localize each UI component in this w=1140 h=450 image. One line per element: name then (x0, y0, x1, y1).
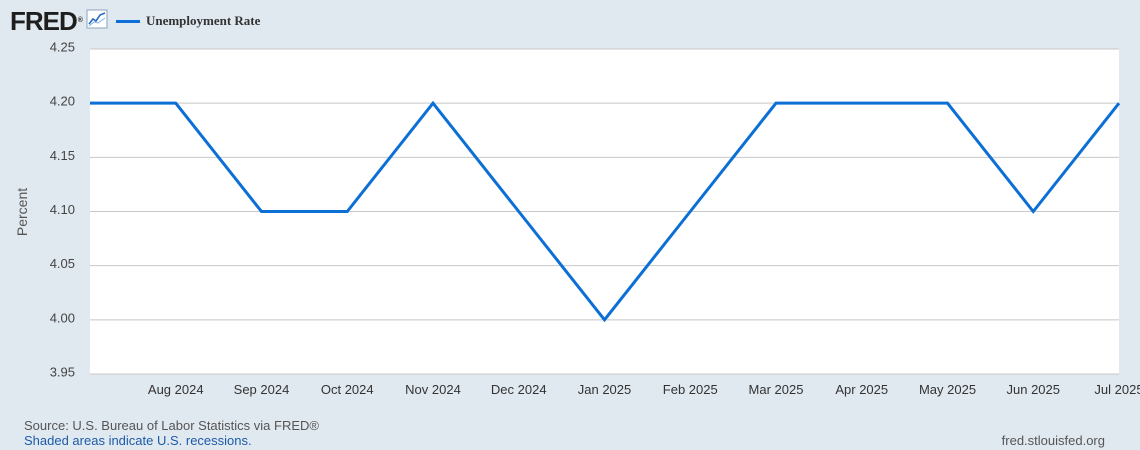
x-tick-label: Mar 2025 (749, 382, 804, 397)
y-tick-label: 4.00 (50, 310, 75, 325)
x-tick-label: Feb 2025 (663, 382, 718, 397)
legend: Unemployment Rate (115, 13, 261, 29)
x-tick-label: Apr 2025 (835, 382, 888, 397)
x-tick-label: May 2025 (919, 382, 976, 397)
fred-logo-text: FRED (10, 6, 78, 36)
y-tick-label: 4.05 (50, 256, 75, 271)
legend-label: Unemployment Rate (145, 13, 261, 28)
series-line[interactable] (90, 100, 1121, 323)
y-axis-label: Percent (14, 188, 30, 236)
site-url[interactable]: fred.stlouisfed.org (1001, 433, 1105, 448)
fred-logo[interactable]: FRED® (10, 6, 83, 36)
x-tick-label: Jul 2025 (1094, 382, 1140, 397)
source-text: Source: U.S. Bureau of Labor Statistics … (24, 418, 319, 433)
recession-note-link[interactable]: Shaded areas indicate U.S. recessions. (24, 433, 252, 448)
x-tick-label: Oct 2024 (321, 382, 374, 397)
x-tick-label: Dec 2024 (491, 382, 547, 397)
y-tick-labels: 3.95 4.00 4.05 4.10 4.15 4.20 4.25 (50, 39, 75, 379)
series-group (90, 100, 1121, 323)
x-tick-labels: Aug 2024 Sep 2024 Oct 2024 Nov 2024 Dec 2024… (148, 382, 1140, 397)
x-tick-label: Jan 2025 (578, 382, 632, 397)
x-tick-label: Jun 2025 (1007, 382, 1061, 397)
legend-swatch (115, 19, 140, 23)
header: FRED® Unemployment Rate (10, 6, 260, 36)
y-tick-label: 3.95 (50, 364, 75, 379)
footer-left: Source: U.S. Bureau of Labor Statistics … (24, 418, 319, 448)
x-tick-label: Aug 2024 (148, 382, 204, 397)
y-tick-label: 4.20 (50, 94, 75, 109)
y-tick-label: 4.25 (50, 39, 75, 54)
y-tick-label: 4.15 (50, 148, 75, 163)
y-tick-label: 4.10 (50, 202, 75, 217)
registered-mark: ® (77, 17, 83, 24)
x-tick-label: Sep 2024 (234, 382, 290, 397)
trend-chart-icon (86, 9, 108, 34)
x-tick-label: Nov 2024 (405, 382, 461, 397)
